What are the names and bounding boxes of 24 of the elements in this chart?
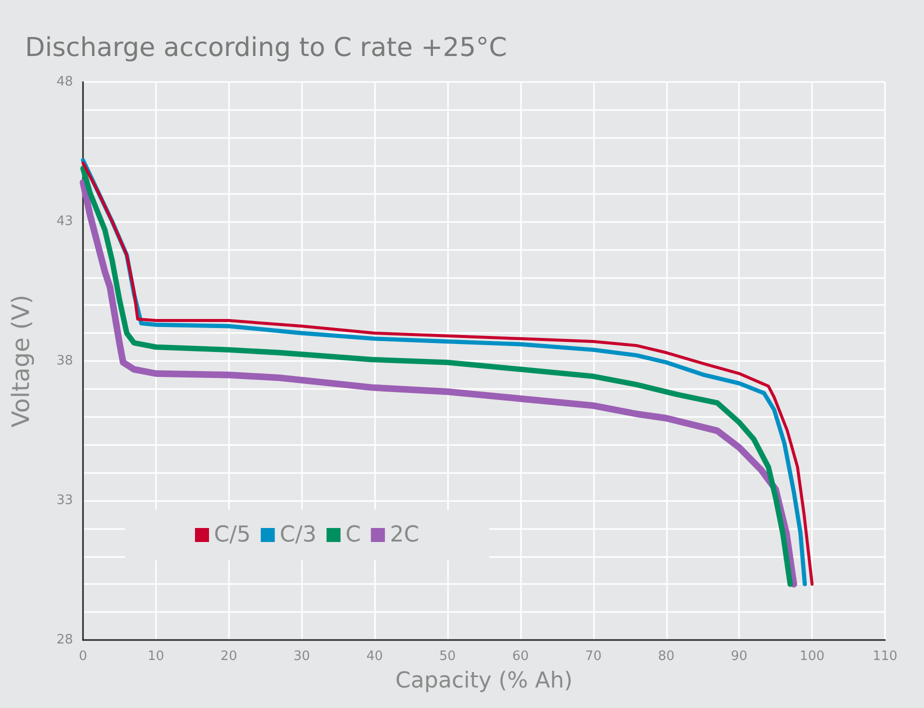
x-tick-label: 100 <box>800 649 825 664</box>
x-tick-label: 30 <box>293 649 310 664</box>
x-tick-label: 10 <box>148 649 164 664</box>
x-tick-label: 40 <box>366 649 383 664</box>
x-tick-label: 80 <box>658 649 675 664</box>
x-tick-label: 70 <box>585 649 602 664</box>
y-tick-label: 28 <box>56 632 73 648</box>
x-tick-label: 90 <box>730 649 748 664</box>
y-axis-title: Voltage (V) <box>7 294 35 428</box>
x-tick-label: 110 <box>872 649 898 664</box>
y-tick-label: 38 <box>56 354 73 368</box>
legend-label: C <box>346 522 361 548</box>
chart-title: Discharge according to C rate +25°C <box>25 33 508 63</box>
legend-label: 2C <box>390 522 420 548</box>
x-tick-label: 0 <box>78 649 88 664</box>
x-tick-label: 50 <box>439 649 456 664</box>
legend-label: C/3 <box>280 522 317 548</box>
y-tick-label: 48 <box>56 74 73 90</box>
x-tick-label: 60 <box>512 649 529 664</box>
legend-label: C/5 <box>214 522 251 548</box>
x-axis-title: Capacity (% Ah) <box>395 668 573 694</box>
y-tick-label: 33 <box>56 493 73 508</box>
y-tick-label: 43 <box>56 214 73 229</box>
x-tick-label: 20 <box>220 649 238 664</box>
